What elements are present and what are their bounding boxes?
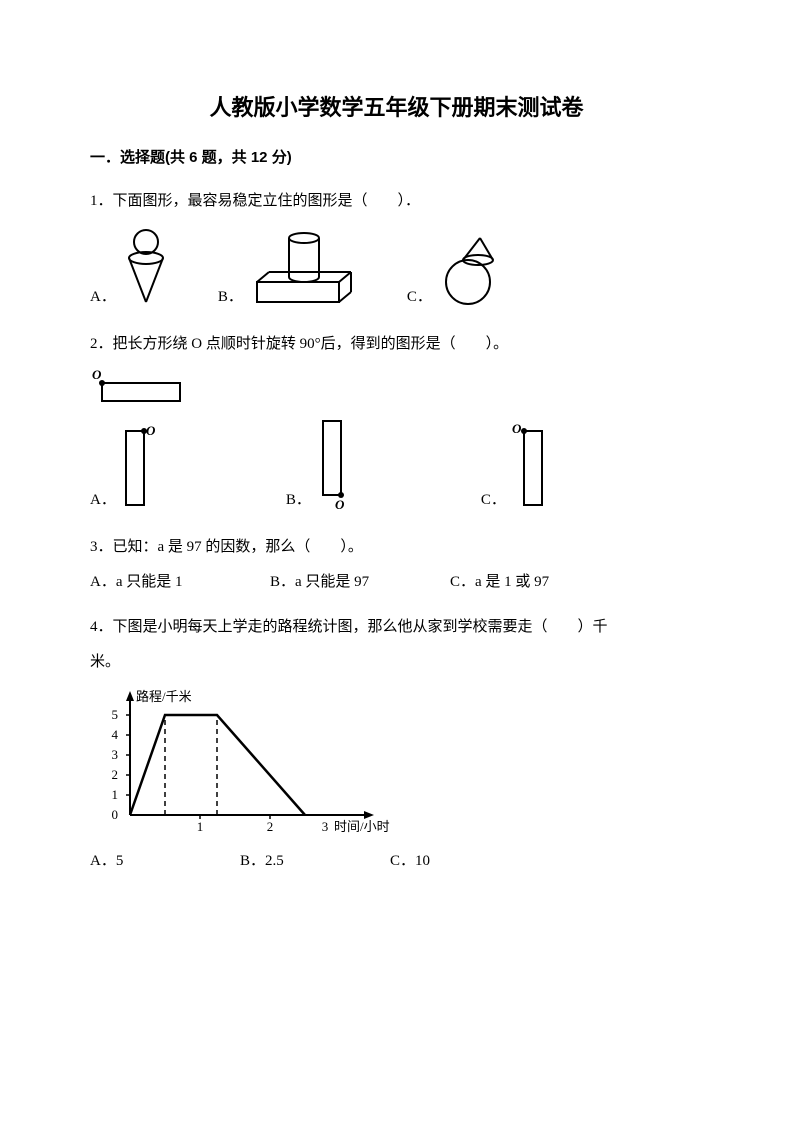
- q2-b-label: B．: [286, 488, 311, 509]
- svg-text:1: 1: [112, 787, 119, 802]
- svg-text:O: O: [512, 423, 522, 436]
- q1-c-label: C．: [407, 285, 432, 306]
- svg-text:4: 4: [112, 727, 119, 742]
- svg-text:2: 2: [267, 819, 274, 834]
- svg-text:O: O: [146, 423, 156, 438]
- question-1-text: 1．下面图形，最容易稳定立住的图形是（ ）．: [90, 185, 703, 218]
- svg-text:2: 2: [112, 767, 119, 782]
- q2-rect-a-icon: O: [122, 423, 166, 509]
- q4-option-c: C．10: [390, 849, 540, 870]
- o-label: O: [92, 369, 102, 382]
- q2-rect-c-icon: O: [512, 423, 556, 509]
- question-4-text-line2: 米。: [90, 646, 703, 679]
- q2-rect-b-icon: O: [317, 417, 361, 509]
- question-3-options: A．a 只能是 1 B．a 只能是 97 C．a 是 1 或 97: [90, 570, 703, 591]
- q3-option-a: A．a 只能是 1: [90, 570, 270, 591]
- svg-text:3: 3: [112, 747, 119, 762]
- svg-text:5: 5: [112, 707, 119, 722]
- x-axis-label: 时间/小时: [334, 819, 390, 834]
- question-4-text-line1: 4．下图是小明每天上学走的路程统计图，那么他从家到学校需要走（ ）千: [90, 611, 703, 644]
- section-heading: 一．选择题(共 6 题，共 12 分): [90, 146, 703, 167]
- cone-sphere-icon: [122, 228, 170, 306]
- q2-a-label: A．: [90, 488, 116, 509]
- q4-option-b: B．2.5: [240, 849, 390, 870]
- question-1-options: A． B．: [90, 228, 703, 306]
- distance-time-chart: 0 1 2 3 4 5 1 2 3 路程/千米 时间/小时: [90, 685, 390, 835]
- q2-c-label: C．: [481, 488, 506, 509]
- question-2-text: 2．把长方形绕 O 点顺时针旋转 90°后，得到的图形是（ ）。: [90, 328, 703, 361]
- q4-option-a: A．5: [90, 849, 240, 870]
- q1-b-label: B．: [218, 285, 243, 306]
- question-3-text: 3．已知：a 是 97 的因数，那么（ ）。: [90, 531, 703, 564]
- q1-option-b: B．: [218, 228, 359, 306]
- q2-option-b: B． O: [286, 417, 361, 509]
- cone-on-sphere-icon: [438, 234, 502, 306]
- y-axis-label: 路程/千米: [136, 689, 192, 704]
- q2-original-rect: O: [90, 369, 190, 403]
- question-4-options: A．5 B．2.5 C．10: [90, 849, 703, 870]
- svg-text:1: 1: [197, 819, 204, 834]
- page-title: 人教版小学数学五年级下册期末测试卷: [90, 90, 703, 122]
- q2-option-a: A． O: [90, 423, 166, 509]
- q3-option-b: B．a 只能是 97: [270, 570, 450, 591]
- svg-text:0: 0: [112, 807, 119, 822]
- svg-text:O: O: [335, 497, 345, 509]
- svg-text:3: 3: [322, 819, 329, 834]
- question-2-options: A． O B． O C． O: [90, 417, 703, 509]
- cylinder-cuboid-icon: [249, 228, 359, 306]
- q1-a-label: A．: [90, 285, 116, 306]
- q3-option-c: C．a 是 1 或 97: [450, 570, 630, 591]
- q2-option-c: C． O: [481, 423, 556, 509]
- q4-chart: 0 1 2 3 4 5 1 2 3 路程/千米 时间/小时: [90, 685, 703, 835]
- q1-option-c: C．: [407, 234, 502, 306]
- q1-option-a: A．: [90, 228, 170, 306]
